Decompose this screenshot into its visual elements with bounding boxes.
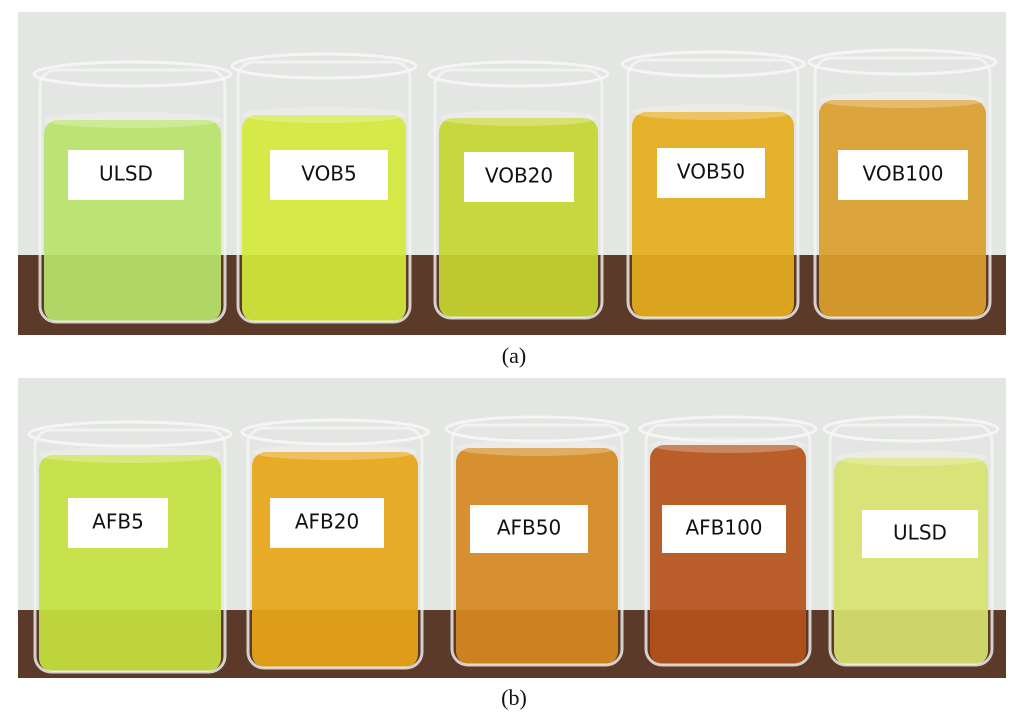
beaker: [433, 68, 604, 320]
beaker-rim: [822, 415, 1000, 443]
liquid: [819, 100, 986, 318]
label-box: [470, 505, 588, 553]
liquid: [252, 452, 418, 668]
liquid-surface: [39, 447, 221, 463]
label-box: [657, 148, 765, 198]
panel-caption: (b): [501, 685, 527, 710]
beaker: [450, 423, 624, 667]
label-box: [862, 510, 978, 558]
beaker-rim: [427, 60, 610, 88]
sample-label: VOB20: [485, 164, 553, 188]
beaker: [644, 423, 812, 667]
liquid-surface: [834, 450, 988, 466]
liquid: [632, 112, 794, 318]
sample-label: AFB20: [295, 510, 359, 534]
beaker-rim: [807, 48, 998, 76]
liquid-surface: [632, 104, 794, 120]
beaker-rim: [638, 415, 818, 443]
liquid-surface: [242, 107, 406, 123]
sample-label: AFB50: [497, 516, 561, 540]
label-box: [68, 498, 168, 548]
liquid: [242, 115, 406, 322]
beaker: [33, 428, 227, 674]
liquid: [650, 445, 806, 665]
liquid-surface: [252, 444, 418, 460]
sample-label: ULSD: [893, 521, 947, 545]
beaker: [626, 58, 800, 320]
sample-label: AFB100: [685, 516, 762, 540]
sample-label: ULSD: [99, 162, 153, 186]
beaker-rim: [230, 52, 418, 80]
panel-caption: (a): [502, 343, 526, 368]
label-box: [270, 498, 384, 548]
liquid-surface: [456, 440, 618, 456]
beaker-rim: [620, 50, 806, 78]
label-box: [464, 152, 574, 202]
beaker-rim: [32, 60, 233, 88]
sample-label: VOB5: [301, 162, 357, 186]
sample-label: VOB100: [863, 162, 944, 186]
beaker-rim: [27, 420, 233, 448]
liquid: [39, 455, 221, 672]
beaker-rim: [240, 418, 430, 446]
beaker: [246, 426, 424, 670]
label-box: [662, 505, 786, 553]
label-box: [270, 150, 388, 200]
beaker-rim: [444, 415, 630, 443]
liquid-surface: [819, 92, 986, 108]
beaker: [236, 60, 412, 324]
liquid-surface: [439, 110, 598, 126]
beaker: [813, 56, 992, 320]
label-box: [838, 150, 968, 200]
liquid-surface: [44, 112, 221, 128]
sample-label: VOB50: [677, 160, 745, 184]
label-box: [68, 150, 184, 200]
liquid: [456, 448, 618, 665]
liquid: [834, 458, 988, 665]
beaker: [828, 423, 994, 667]
liquid: [439, 118, 598, 318]
sample-label: AFB5: [92, 510, 144, 534]
beaker: [38, 68, 227, 324]
